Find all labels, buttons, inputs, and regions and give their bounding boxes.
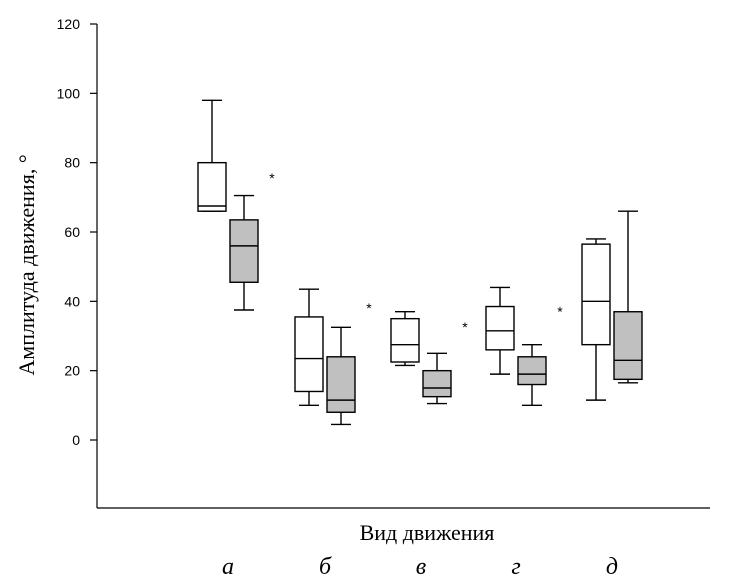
category-label: в (416, 554, 426, 577)
axes (96, 24, 710, 509)
box-iqr (517, 356, 547, 386)
box-iqr (326, 356, 356, 413)
boxes (197, 99, 643, 426)
significance-mark: * (557, 303, 563, 319)
box-1-д (581, 238, 611, 401)
box-1-в (390, 311, 420, 367)
y-axis-title: Амплитуда движения, ° (14, 154, 39, 375)
box-1-г (485, 286, 515, 375)
y-ticks: 0 20 40 60 80 100 120 (57, 16, 97, 448)
significance-mark: * (462, 319, 468, 335)
box-iqr (581, 243, 611, 346)
category-label: д (606, 554, 618, 577)
box-iqr (485, 305, 515, 351)
box-2-а (229, 194, 259, 311)
box-iqr (294, 316, 324, 393)
box-2-в (422, 352, 452, 405)
y-tick-label: 80 (64, 155, 80, 171)
category-label: а (222, 554, 234, 577)
y-tick-label: 0 (72, 432, 80, 448)
box-2-г (517, 343, 547, 407)
y-tick-label: 100 (57, 85, 81, 101)
box-2-д (613, 210, 643, 384)
y-tick-label: 20 (64, 363, 80, 379)
box-iqr (613, 311, 643, 381)
box-2-б (326, 326, 356, 426)
category-label: б (319, 554, 332, 577)
box-1-б (294, 288, 324, 407)
box-iqr (229, 219, 259, 283)
x-axis-title: Вид движения (360, 520, 495, 545)
significance-mark: * (366, 300, 372, 316)
y-tick-label: 120 (57, 16, 81, 32)
y-tick-label: 40 (64, 293, 80, 309)
box-iqr (197, 161, 227, 212)
y-tick-label: 60 (64, 224, 80, 240)
category-label: г (511, 554, 520, 577)
box-iqr (390, 317, 420, 363)
significance-mark: * (269, 170, 275, 186)
box-1-а (197, 99, 227, 212)
box-iqr (422, 369, 452, 398)
significance-marks: * * * * (269, 170, 563, 335)
category-labels: а б в г д (222, 554, 618, 577)
